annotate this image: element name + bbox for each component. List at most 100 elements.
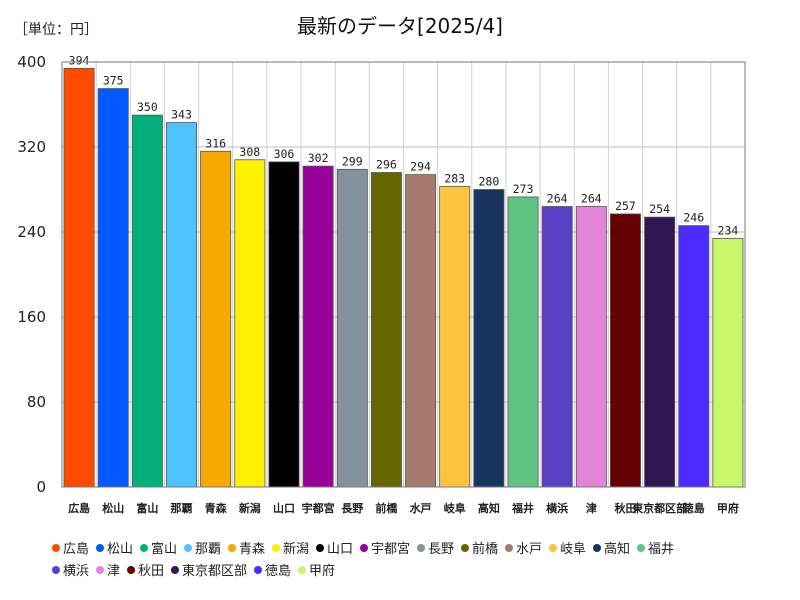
value-label: 306 [274, 147, 295, 161]
value-label: 296 [376, 158, 397, 172]
value-label: 273 [513, 182, 534, 196]
bar-2 [97, 88, 129, 488]
category-label: 松山 [102, 501, 124, 515]
value-label: 308 [239, 145, 260, 159]
legend-marker [637, 544, 645, 552]
category-label: 那覇 [171, 502, 193, 515]
category-label: 新潟 [239, 501, 261, 515]
category-label: 青森 [205, 501, 228, 515]
legend-entry: 那覇 [195, 542, 221, 557]
value-label: 343 [171, 108, 192, 122]
category-label: 甲府 [717, 501, 739, 515]
value-label: 394 [69, 53, 90, 67]
bar-8 [302, 165, 334, 488]
y-tick-label: 0 [36, 478, 46, 496]
bar-9 [336, 168, 368, 488]
legend-marker [360, 544, 368, 552]
y-tick-label: 80 [27, 393, 46, 411]
value-label: 264 [547, 192, 568, 206]
bar-15 [541, 206, 573, 488]
bar-13 [473, 189, 505, 488]
category-label: 秋田 [614, 501, 636, 515]
legend-entry: 高知 [604, 541, 630, 557]
value-label: 294 [410, 160, 431, 174]
y-tick-label: 160 [17, 308, 46, 326]
legend-entry: 岐阜 [560, 541, 586, 557]
bar-5 [200, 150, 232, 488]
category-label: 前橋 [375, 501, 398, 515]
legend-entry: 津 [107, 564, 120, 579]
category-label: 東京都区部 [632, 501, 687, 515]
y-tick-label: 240 [17, 223, 46, 241]
category-label: 山口 [273, 501, 295, 515]
bar-1 [63, 67, 95, 488]
legend-marker [461, 544, 469, 552]
legend-marker [298, 566, 306, 574]
bar-10 [370, 172, 402, 488]
legend-marker [505, 544, 513, 552]
value-label: 246 [683, 211, 704, 225]
category-label: 富山 [136, 501, 158, 515]
unit-label: ［単位：円］ [14, 22, 98, 38]
bar-14 [507, 196, 539, 488]
legend-entry: 宇都宮 [371, 541, 410, 557]
bar-3 [131, 114, 163, 488]
category-label: 長野 [341, 502, 363, 515]
legend-marker [52, 566, 60, 574]
value-label: 254 [649, 202, 670, 216]
legend-entry: 長野 [428, 542, 454, 557]
legend-entry: 秋田 [138, 564, 164, 579]
legend-marker [171, 566, 179, 574]
legend-marker [96, 544, 104, 552]
category-label: 福井 [511, 501, 534, 515]
value-label: 375 [103, 74, 124, 88]
value-label: 280 [478, 175, 499, 189]
y-tick-label: 320 [17, 138, 46, 156]
value-label: 316 [205, 136, 226, 150]
category-label: 宇都宮 [302, 501, 335, 515]
bar-6 [234, 159, 266, 488]
bar-16 [575, 206, 607, 488]
legend-entry: 前橋 [472, 541, 498, 557]
legend-entry: 松山 [107, 542, 133, 557]
legend-entry: 広島 [63, 542, 89, 557]
legend-marker [140, 544, 148, 552]
value-label: 350 [137, 100, 158, 114]
legend-marker [272, 544, 280, 552]
category-label: 高知 [478, 501, 500, 515]
legend-marker [316, 544, 324, 552]
plot-area: 0 80 160 240 320 400 394 広島 375 松山 350 富山 343 那覇 316 青森… [17, 53, 746, 515]
legend-marker [417, 544, 425, 552]
legend-marker [127, 566, 135, 574]
value-label: 257 [615, 199, 636, 213]
legend-marker [254, 566, 262, 574]
category-label: 横浜 [546, 501, 568, 515]
legend-entry: 徳島 [265, 564, 291, 579]
legend-entry: 山口 [327, 542, 353, 557]
value-label: 234 [718, 223, 739, 237]
bar-11 [405, 174, 437, 488]
bar-17 [610, 213, 641, 488]
legend-entry: 横浜 [63, 564, 89, 579]
legend-marker [96, 566, 104, 574]
legend-marker [228, 544, 236, 552]
y-tick-label: 400 [17, 53, 46, 71]
legend-marker [184, 544, 192, 552]
legend-entry: 甲府 [309, 564, 335, 579]
value-label: 299 [342, 154, 363, 168]
legend-entry: 福井 [648, 542, 674, 557]
legend-entry: 水戸 [516, 542, 542, 557]
legend-marker [549, 544, 557, 552]
category-label: 広島 [68, 501, 90, 515]
legend-marker [593, 544, 601, 552]
value-label: 302 [308, 151, 329, 165]
bar-12 [439, 185, 471, 488]
chart-title: 最新のデータ[2025/4] [297, 14, 503, 38]
bar-20 [712, 237, 744, 488]
value-label: 283 [444, 171, 465, 185]
value-label: 264 [581, 192, 602, 206]
bar-19 [678, 225, 710, 488]
category-label: 津 [586, 501, 597, 515]
